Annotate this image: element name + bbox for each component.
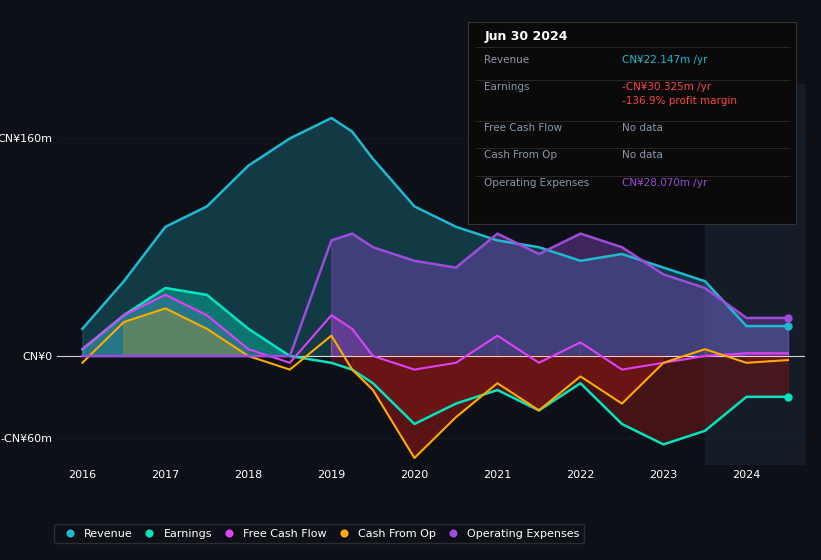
Text: Operating Expenses: Operating Expenses — [484, 178, 589, 188]
Text: Cash From Op: Cash From Op — [484, 151, 557, 160]
Text: -CN¥30.325m /yr: -CN¥30.325m /yr — [622, 82, 712, 92]
Text: CN¥22.147m /yr: CN¥22.147m /yr — [622, 55, 708, 64]
Text: Revenue: Revenue — [484, 55, 530, 64]
Text: No data: No data — [622, 151, 663, 160]
Legend: Revenue, Earnings, Free Cash Flow, Cash From Op, Operating Expenses: Revenue, Earnings, Free Cash Flow, Cash … — [54, 524, 584, 543]
Text: Jun 30 2024: Jun 30 2024 — [484, 30, 568, 44]
Text: Earnings: Earnings — [484, 82, 530, 92]
Bar — [705, 84, 805, 465]
Text: -136.9% profit margin: -136.9% profit margin — [622, 96, 737, 106]
Text: No data: No data — [622, 123, 663, 133]
Text: CN¥28.070m /yr: CN¥28.070m /yr — [622, 178, 708, 188]
Text: Free Cash Flow: Free Cash Flow — [484, 123, 562, 133]
